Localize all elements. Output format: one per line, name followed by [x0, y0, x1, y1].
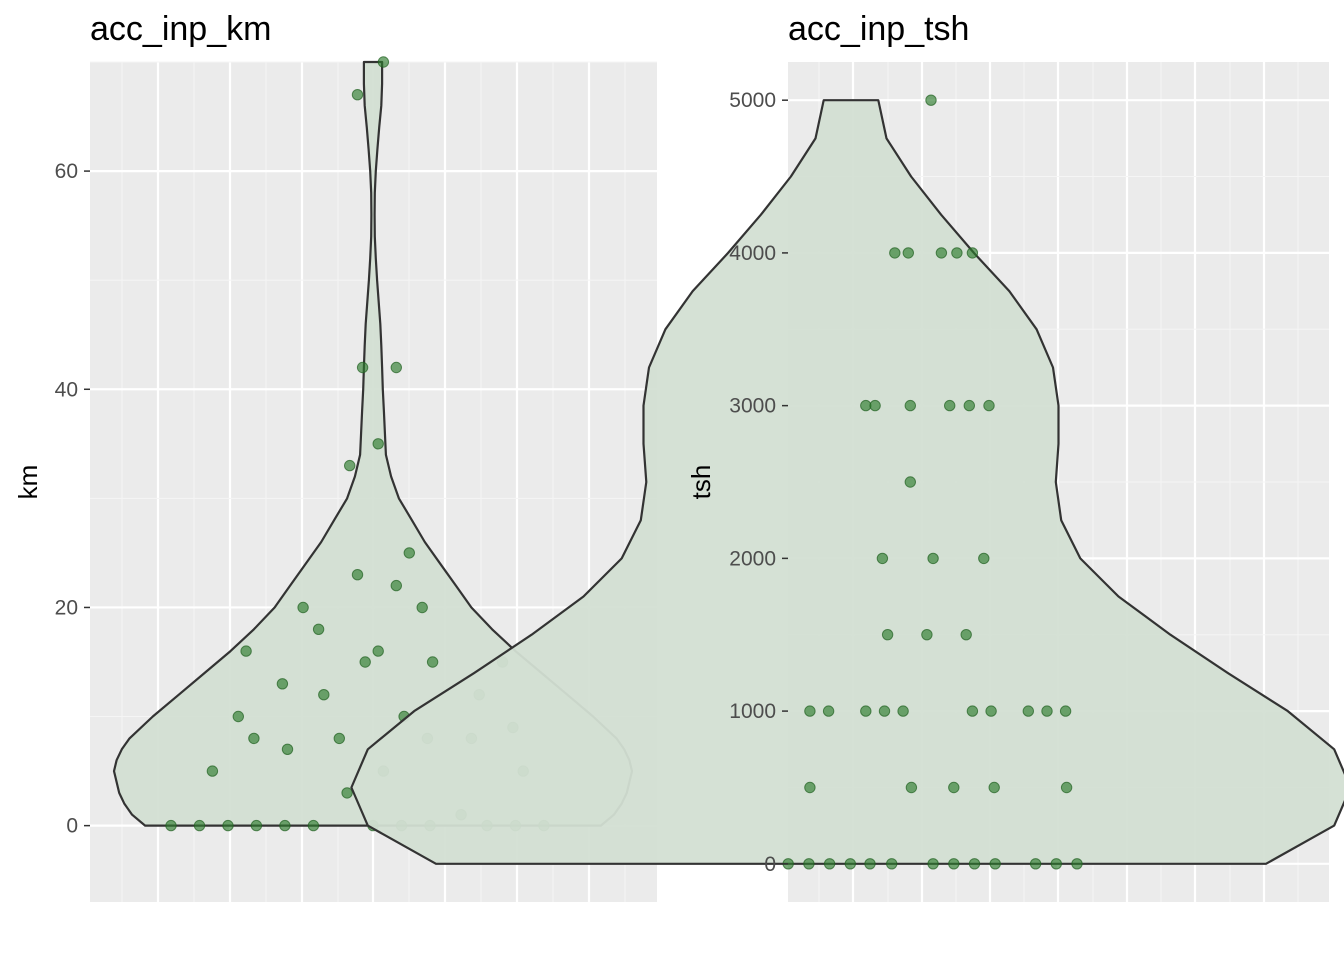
data-point — [240, 645, 252, 657]
data-point — [988, 781, 1000, 794]
y-axis-title: tsh — [686, 465, 716, 500]
data-point — [1041, 705, 1053, 717]
data-point — [948, 858, 960, 870]
data-point — [165, 819, 177, 832]
data-point — [1071, 858, 1083, 870]
data-point — [927, 552, 939, 565]
data-point — [983, 399, 995, 412]
data-point — [927, 858, 939, 870]
data-point — [193, 819, 206, 832]
data-point — [844, 858, 856, 870]
data-point — [804, 705, 816, 717]
data-point — [307, 819, 320, 832]
y-tick-label: 4000 — [729, 242, 776, 265]
y-tick-label: 3000 — [729, 395, 776, 418]
data-point — [416, 601, 428, 614]
data-point — [390, 361, 402, 374]
data-point — [1029, 858, 1042, 870]
panel-title: acc_inp_tsh — [788, 10, 969, 48]
data-point — [1022, 705, 1035, 717]
data-point — [878, 705, 891, 717]
data-point — [864, 858, 876, 870]
y-tick-label: 5000 — [729, 89, 776, 112]
data-point — [359, 656, 371, 668]
data-point — [426, 656, 439, 668]
data-point — [1059, 705, 1072, 717]
data-point — [232, 710, 245, 723]
data-point — [372, 645, 384, 657]
data-point — [921, 629, 933, 641]
data-point — [886, 858, 898, 870]
y-tick-label: 0 — [764, 853, 776, 876]
data-point — [356, 361, 369, 374]
data-point — [960, 629, 972, 641]
data-point — [904, 476, 916, 488]
data-point — [822, 705, 835, 717]
panel-title: acc_inp_km — [90, 10, 271, 48]
data-point — [876, 552, 889, 565]
data-point — [935, 247, 948, 259]
data-point — [318, 689, 330, 701]
data-point — [333, 732, 345, 745]
points-layer — [782, 94, 1083, 870]
data-point — [804, 781, 816, 794]
data-point — [344, 459, 356, 472]
data-point — [312, 623, 325, 635]
data-point — [881, 629, 894, 641]
data-point — [902, 247, 914, 259]
data-point — [860, 705, 872, 717]
panel-tsh: 0 1000 2000 3000 4000 5000 acc_inp_tsh tsh — [350, 10, 1344, 902]
data-point — [905, 781, 918, 794]
data-point — [985, 705, 997, 717]
data-point — [341, 787, 353, 799]
data-point — [989, 858, 1001, 870]
y-axis-title: km — [13, 465, 43, 500]
data-point — [963, 399, 975, 412]
data-point — [966, 705, 979, 717]
data-point — [206, 765, 219, 777]
data-point — [351, 89, 364, 101]
y-tick-label: 0 — [66, 815, 78, 838]
data-point — [276, 678, 289, 690]
data-point — [372, 438, 384, 450]
data-point — [297, 601, 309, 614]
y-tick-labels: 0 1000 2000 3000 4000 5000 — [729, 89, 788, 876]
data-point — [403, 547, 415, 559]
data-point — [951, 247, 963, 259]
y-tick-label: 40 — [55, 378, 78, 401]
data-point — [948, 781, 960, 794]
violin-layer — [350, 99, 1344, 865]
data-point — [968, 858, 981, 870]
data-point — [281, 743, 294, 755]
y-tick-labels: 0 20 40 60 — [55, 160, 90, 838]
data-point — [1050, 858, 1063, 870]
data-point — [978, 552, 990, 565]
data-point — [869, 399, 881, 412]
data-point — [803, 858, 815, 870]
data-point — [925, 94, 937, 106]
data-point — [351, 569, 364, 581]
data-point — [1060, 781, 1073, 794]
y-tick-label: 20 — [55, 596, 78, 619]
data-point — [250, 819, 263, 832]
data-point — [279, 819, 291, 832]
y-tick-label: 1000 — [729, 700, 776, 723]
violin-shape — [350, 99, 1344, 865]
data-point — [823, 858, 836, 870]
data-point — [944, 399, 956, 412]
data-point — [897, 705, 909, 717]
data-point — [390, 579, 402, 592]
data-point — [248, 732, 260, 745]
data-point — [889, 247, 901, 259]
data-point — [377, 56, 390, 68]
y-tick-label: 2000 — [729, 547, 776, 570]
y-tick-label: 60 — [55, 160, 78, 183]
data-point — [222, 819, 234, 832]
data-point — [904, 399, 916, 412]
data-point — [966, 247, 979, 259]
